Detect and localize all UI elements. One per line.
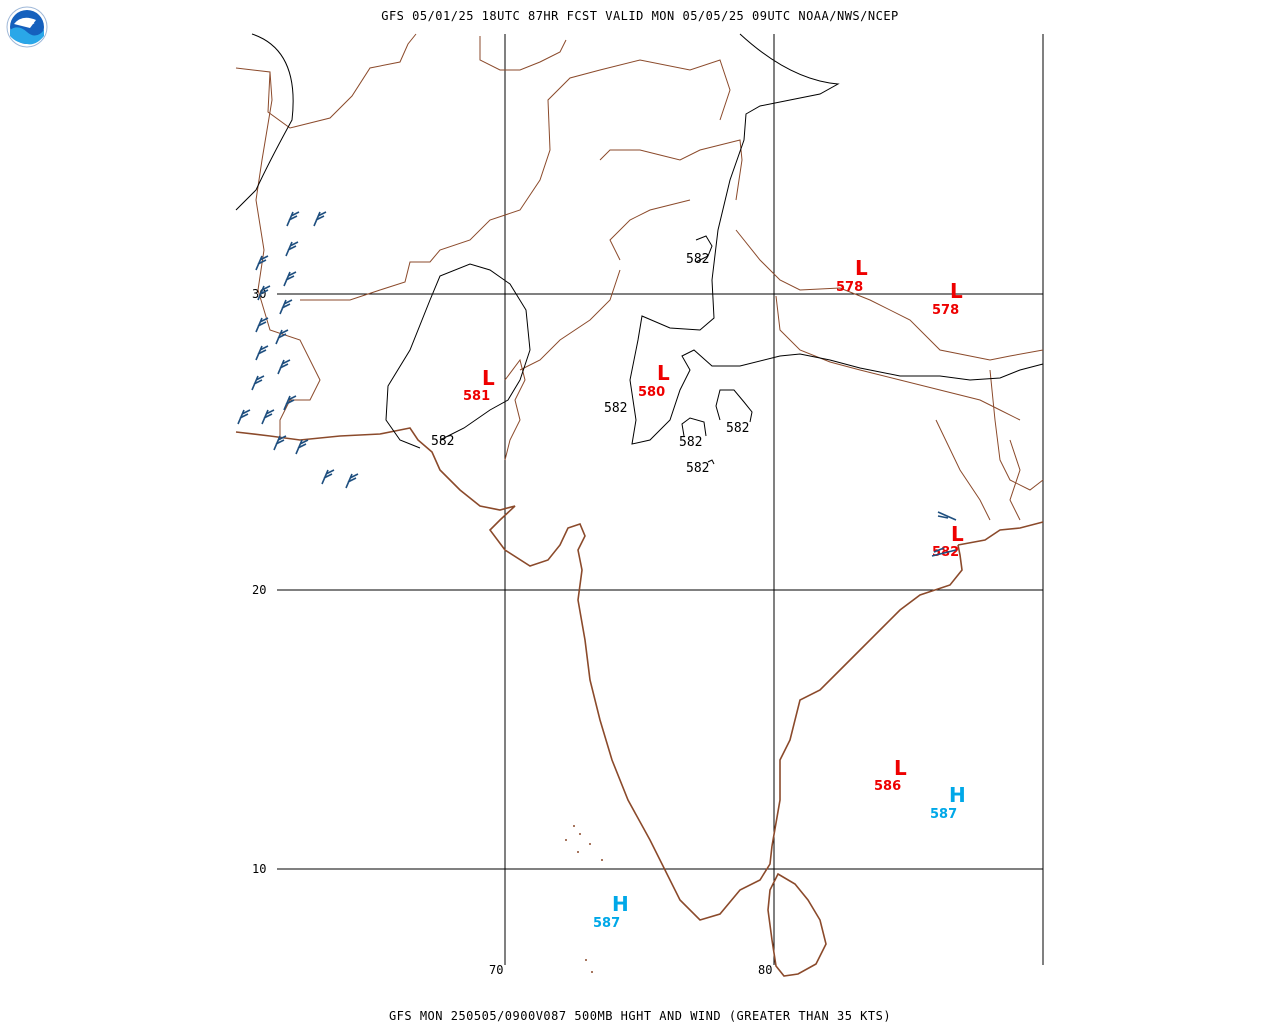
lon-label-70: 70 [489, 963, 503, 977]
contour-line [707, 459, 715, 465]
lat-label-10: 10 [252, 862, 266, 876]
wind-barb [261, 409, 275, 425]
high-center-symbol: H [949, 783, 966, 807]
wind-barb [255, 255, 269, 271]
coastline [235, 427, 1044, 977]
lon-label-80: 80 [758, 963, 772, 977]
wind-barb [313, 211, 327, 227]
low-center-symbol: L [951, 522, 964, 546]
chart-footer-title: GFS MON 250505/0900V087 500MB HGHT AND W… [388, 1009, 892, 1023]
low-center-value: 578 [836, 280, 863, 295]
low-center-value: 578 [932, 303, 959, 318]
low-center-symbol: L [855, 256, 868, 280]
low-center-symbol: L [894, 756, 907, 780]
wind-barb [255, 317, 269, 333]
contour-line [715, 389, 753, 423]
contour-label: 582 [686, 461, 709, 476]
contour-label: 582 [726, 421, 749, 436]
low-center-symbol: L [657, 361, 670, 385]
wind-barb [295, 439, 309, 455]
wind-barb [931, 511, 957, 557]
contour-label: 582 [679, 435, 702, 450]
wind-barb [285, 241, 299, 257]
contour-label: 582 [431, 434, 454, 449]
contour-line [235, 33, 294, 211]
contour-line [629, 33, 1044, 445]
contour-line [681, 417, 707, 437]
wind-barb [283, 395, 297, 411]
high-center-value: 587 [930, 807, 957, 822]
low-center-value: 580 [638, 385, 665, 400]
wind-barb [321, 469, 335, 485]
wind-barb [237, 409, 251, 425]
low-center-symbol: L [950, 279, 963, 303]
wind-barb [277, 359, 291, 375]
noaa-logo-icon: NOAA [6, 6, 48, 48]
wind-barb [257, 285, 271, 301]
height-contours [235, 33, 1044, 465]
contour-label: 582 [686, 252, 709, 267]
wind-barb [273, 435, 287, 451]
low-center-value: 581 [463, 389, 490, 404]
wind-barbs [237, 211, 957, 557]
wind-barb [283, 271, 297, 287]
low-center-symbol: L [482, 366, 495, 390]
political-boundaries [235, 33, 1044, 521]
wind-barb [255, 345, 269, 361]
contour-line [695, 235, 713, 263]
contour-line [385, 263, 531, 449]
wind-barb [279, 299, 293, 315]
wind-barb [286, 211, 300, 227]
contour-label: 582 [604, 401, 627, 416]
wind-barb [251, 375, 265, 391]
high-center-symbol: H [612, 892, 629, 916]
chart-title: GFS 05/01/25 18UTC 87HR FCST VALID MON 0… [381, 9, 899, 23]
lat-label-20: 20 [252, 583, 266, 597]
high-center-value: 587 [593, 916, 620, 931]
wind-barb [345, 473, 359, 489]
wind-barb [275, 329, 289, 345]
lat-lon-grid [277, 34, 1044, 965]
low-center-value: 586 [874, 779, 901, 794]
islands [565, 825, 603, 973]
svg-text:NOAA: NOAA [20, 20, 35, 26]
